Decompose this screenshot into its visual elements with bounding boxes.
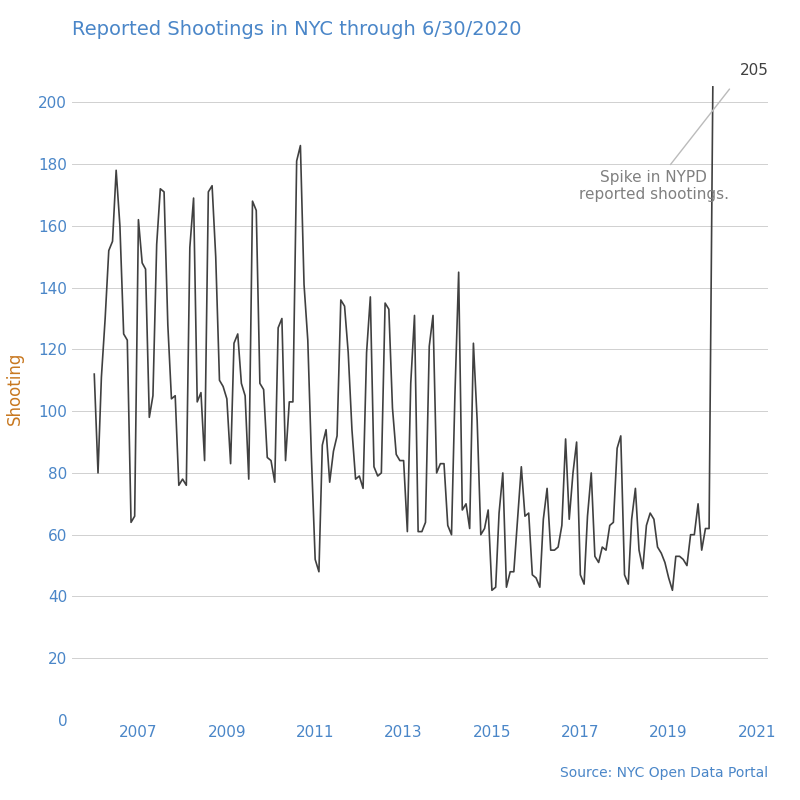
- Y-axis label: Shooting: Shooting: [6, 351, 24, 425]
- Text: Reported Shootings in NYC through 6/30/2020: Reported Shootings in NYC through 6/30/2…: [72, 20, 522, 39]
- Text: Source: NYC Open Data Portal: Source: NYC Open Data Portal: [560, 766, 768, 781]
- Text: 205: 205: [740, 62, 769, 78]
- Text: Spike in NYPD
reported shootings.: Spike in NYPD reported shootings.: [579, 89, 730, 202]
